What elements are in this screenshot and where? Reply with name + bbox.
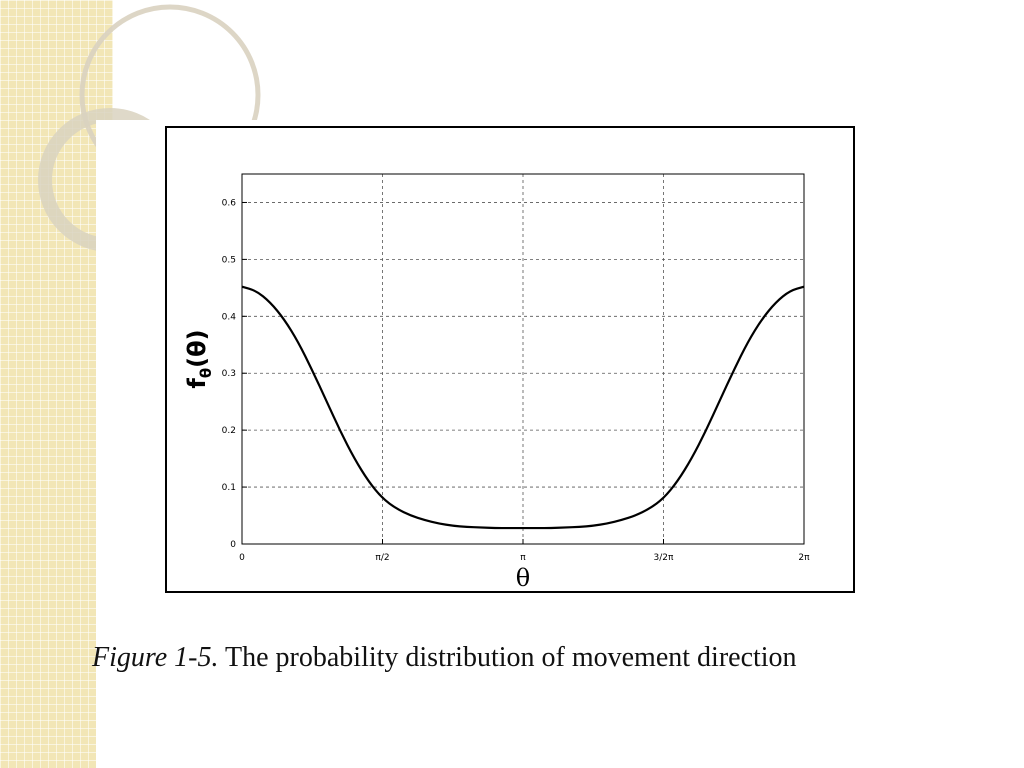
x-tick-label: π/2: [375, 553, 389, 563]
y-tick-label: 0: [230, 540, 236, 550]
chart-frame: 0 π/2 π 3/2π 2π 0 0.1 0.2 0.3 0.4 0.5 0.6 θ fθ(θ): [165, 126, 855, 593]
grid: [242, 174, 804, 544]
ticks: 0 π/2 π 3/2π 2π 0 0.1 0.2 0.3 0.4 0.5 0.6: [222, 198, 810, 563]
x-tick-label: 3/2π: [654, 553, 674, 563]
figure-caption: Figure 1-5. The probability distribution…: [92, 642, 992, 674]
probability-chart: 0 π/2 π 3/2π 2π 0 0.1 0.2 0.3 0.4 0.5 0.6 θ fθ(θ): [183, 173, 810, 591]
y-tick-label: 0.2: [222, 426, 236, 436]
x-tick-label: π: [520, 553, 526, 563]
x-tick-label: 2π: [798, 553, 810, 563]
caption-text: The probability distribution of movement…: [225, 642, 797, 673]
y-tick-label: 0.5: [222, 255, 236, 265]
series-line: [241, 285, 805, 530]
y-tick-label: 0.6: [222, 198, 237, 208]
x-tick-label: 0: [239, 553, 245, 563]
decorative-grid-strip: [0, 0, 113, 768]
y-tick-label: 0.3: [222, 369, 236, 379]
figure-label: Figure 1-5.: [92, 642, 219, 673]
y-axis-label: fθ(θ): [183, 329, 215, 388]
y-tick-label: 0.1: [222, 483, 236, 493]
x-axis-label: θ: [516, 564, 530, 591]
y-tick-label: 0.4: [222, 312, 237, 322]
